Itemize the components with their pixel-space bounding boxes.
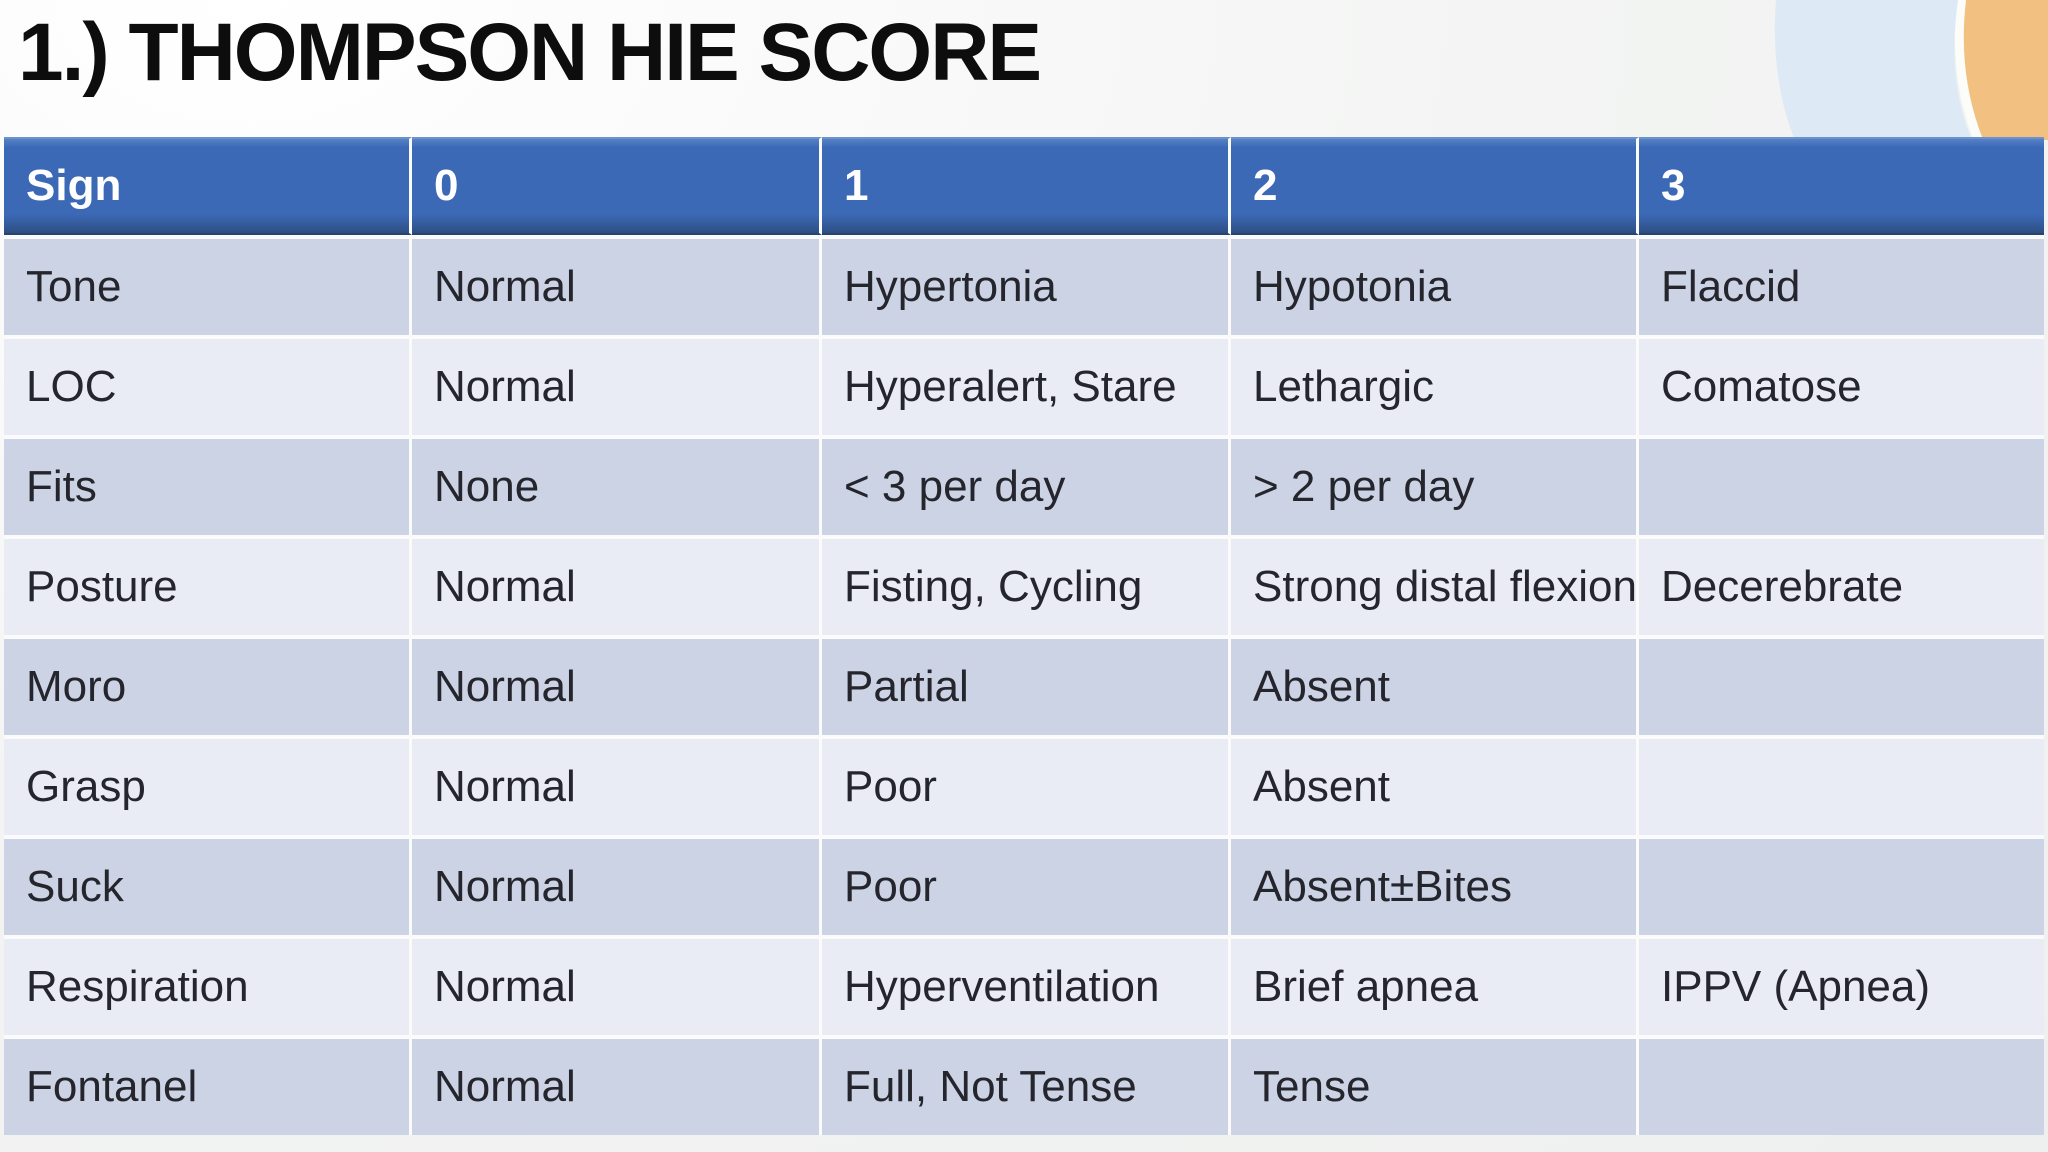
row-sign-cell: Fontanel (4, 1035, 412, 1135)
table-row: Fontanel Normal Full, Not Tense Tense (4, 1035, 2044, 1135)
table-row: Suck Normal Poor Absent±Bites (4, 835, 2044, 935)
table-body: Tone Normal Hypertonia Hypotonia Flaccid LOC N… (4, 235, 2044, 1135)
score-cell: Normal (412, 635, 822, 735)
score-cell: Absent (1231, 735, 1639, 835)
score-cell: Hypertonia (822, 235, 1231, 335)
table-row: Tone Normal Hypertonia Hypotonia Flaccid (4, 235, 2044, 335)
score-cell: Hyperalert, Stare (822, 335, 1231, 435)
row-sign-cell: Posture (4, 535, 412, 635)
row-sign-cell: Grasp (4, 735, 412, 835)
score-cell: Hyperventilation (822, 935, 1231, 1035)
score-cell: Poor (822, 835, 1231, 935)
score-cell: Decerebrate (1639, 535, 2044, 635)
table-header-row: Sign 0 1 2 3 (4, 137, 2044, 235)
score-cell: Normal (412, 235, 822, 335)
table-row: Grasp Normal Poor Absent (4, 735, 2044, 835)
score-cell: Brief apnea (1231, 935, 1639, 1035)
score-cell: IPPV (Apnea) (1639, 935, 2044, 1035)
row-sign-cell: Respiration (4, 935, 412, 1035)
score-cell (1639, 835, 2044, 935)
score-cell: Flaccid (1639, 235, 2044, 335)
row-sign-cell: LOC (4, 335, 412, 435)
score-cell: Absent (1231, 635, 1639, 735)
score-cell (1639, 435, 2044, 535)
score-cell (1639, 1035, 2044, 1135)
orange-arc-shape (1959, 0, 2048, 140)
column-header: Sign (4, 137, 412, 235)
table-row: Respiration Normal Hyperventilation Brief a… (4, 935, 2044, 1035)
score-cell: Normal (412, 735, 822, 835)
score-cell: Normal (412, 1035, 822, 1135)
table-row: Fits None < 3 per day > 2 per day (4, 435, 2044, 535)
score-cell (1639, 635, 2044, 735)
row-sign-cell: Moro (4, 635, 412, 735)
row-sign-cell: Fits (4, 435, 412, 535)
table-row: Moro Normal Partial Absent (4, 635, 2044, 735)
column-header: 0 (412, 137, 822, 235)
score-cell: Fisting, Cycling (822, 535, 1231, 635)
score-cell: Full, Not Tense (822, 1035, 1231, 1135)
column-header: 3 (1639, 137, 2044, 235)
score-cell: Lethargic (1231, 335, 1639, 435)
column-header: 1 (822, 137, 1231, 235)
row-sign-cell: Tone (4, 235, 412, 335)
score-cell: > 2 per day (1231, 435, 1639, 535)
white-arc-separator (1954, 0, 1984, 140)
slide-title: 1.) THOMPSON HIE SCORE (18, 7, 1042, 98)
score-cell: Absent±Bites (1231, 835, 1639, 935)
row-sign-cell: Suck (4, 835, 412, 935)
blue-arc-shape (1774, 0, 1972, 140)
score-cell: < 3 per day (822, 435, 1231, 535)
score-cell: Normal (412, 835, 822, 935)
table-row: Posture Normal Fisting, Cycling Strong dist… (4, 535, 2044, 635)
score-cell: Partial (822, 635, 1231, 735)
score-cell: Tense (1231, 1035, 1639, 1135)
score-cell: Hypotonia (1231, 235, 1639, 335)
corner-decoration (1774, 0, 2048, 140)
score-cell: Normal (412, 935, 822, 1035)
table-row: LOC Normal Hyperalert, Stare Lethargic Comat… (4, 335, 2044, 435)
score-cell: Poor (822, 735, 1231, 835)
score-cell: Strong distal flexion (1231, 535, 1639, 635)
score-cell: Normal (412, 335, 822, 435)
score-cell: Normal (412, 535, 822, 635)
score-cell: None (412, 435, 822, 535)
score-cell: Comatose (1639, 335, 2044, 435)
thompson-hie-table: Sign 0 1 2 3 Tone Normal Hypertonia Hypotonia Fl… (4, 137, 2044, 1135)
column-header: 2 (1231, 137, 1639, 235)
score-cell (1639, 735, 2044, 835)
